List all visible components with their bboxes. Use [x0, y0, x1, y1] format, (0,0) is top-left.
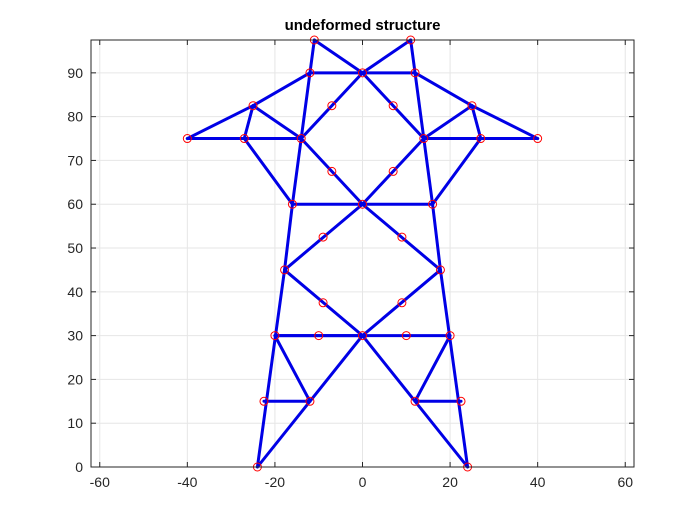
truss-member — [308, 38, 316, 75]
truss-node — [270, 331, 280, 341]
truss-node — [318, 298, 328, 308]
truss-node — [305, 68, 315, 78]
truss-member — [409, 38, 417, 75]
truss-member — [431, 202, 442, 272]
chart-title: undeformed structure — [285, 17, 441, 34]
truss-node — [358, 68, 367, 78]
y-tick-label: 40 — [67, 284, 83, 300]
y-tick-label: 30 — [67, 328, 83, 344]
truss-member — [361, 71, 426, 141]
y-tick-label: 50 — [67, 240, 83, 256]
x-tick-label: -20 — [265, 474, 285, 490]
truss-node — [401, 331, 411, 341]
truss-node — [397, 298, 407, 308]
x-tick-label: 40 — [530, 474, 546, 490]
truss-member — [413, 71, 474, 108]
y-tick-label: 90 — [67, 65, 83, 81]
truss-node — [388, 101, 398, 111]
truss-node — [435, 265, 445, 275]
truss-node — [476, 134, 486, 144]
truss-node — [287, 199, 297, 209]
truss-member — [283, 202, 294, 272]
y-tick-label: 10 — [67, 415, 83, 431]
x-tick-label: 0 — [359, 474, 367, 490]
x-tick-label: 60 — [617, 474, 633, 490]
truss-member — [431, 137, 483, 206]
truss-node — [358, 331, 367, 341]
truss-member — [438, 268, 470, 469]
truss-node — [318, 232, 328, 242]
truss-member — [283, 202, 364, 272]
truss-member — [273, 334, 312, 403]
truss-node — [280, 265, 290, 275]
truss-node — [327, 166, 337, 176]
truss-member — [299, 71, 312, 141]
y-tick-label: 20 — [67, 371, 83, 387]
truss-member — [242, 137, 294, 206]
truss-member — [361, 38, 413, 75]
truss-member — [361, 137, 426, 206]
x-tick-label: -40 — [177, 474, 197, 490]
truss-node — [410, 68, 420, 78]
truss-member — [242, 104, 255, 141]
x-tick-label: -60 — [90, 474, 110, 490]
truss-node — [239, 134, 249, 144]
truss-node — [428, 199, 438, 209]
truss-node — [314, 331, 324, 341]
truss-member — [185, 104, 255, 141]
truss-member — [413, 71, 426, 141]
truss-node — [259, 396, 269, 406]
truss-member — [361, 268, 442, 338]
truss-node — [182, 134, 192, 144]
truss-member — [361, 202, 442, 272]
truss-node — [445, 331, 455, 341]
truss-node — [327, 101, 337, 111]
truss-node — [358, 199, 367, 209]
truss-node — [397, 232, 407, 242]
y-tick-label: 0 — [75, 459, 83, 475]
truss-node — [388, 166, 398, 176]
y-tick-label: 80 — [67, 109, 83, 125]
truss-member — [422, 104, 474, 141]
truss-member — [312, 38, 364, 75]
truss-nodes — [182, 35, 543, 472]
tick-marks — [91, 40, 634, 468]
truss-member — [413, 334, 452, 403]
truss-members — [185, 38, 540, 469]
truss-node — [410, 396, 420, 406]
truss-member — [422, 137, 435, 206]
truss-member — [299, 137, 364, 206]
truss-member — [251, 71, 312, 108]
truss-node — [248, 101, 258, 111]
truss-node — [419, 134, 429, 144]
truss-member — [255, 268, 287, 469]
truss-member — [251, 104, 303, 141]
truss-node — [305, 396, 315, 406]
x-tick-label: 20 — [442, 474, 458, 490]
y-tick-label: 70 — [67, 152, 83, 168]
truss-node — [533, 134, 543, 144]
truss-member — [290, 137, 303, 206]
truss-node — [296, 134, 306, 144]
truss-member — [470, 104, 483, 141]
y-tick-label: 60 — [67, 196, 83, 212]
tick-labels: -60 -40 -20 0 20 40 60 0 10 20 30 40 50 60 70 80 90 — [67, 65, 633, 490]
truss-node — [467, 101, 477, 111]
truss-member — [299, 71, 364, 141]
truss-node — [456, 396, 466, 406]
truss-member — [283, 268, 364, 338]
truss-member — [470, 104, 540, 141]
